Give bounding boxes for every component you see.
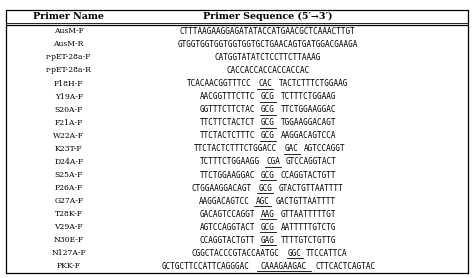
Text: N30E-F: N30E-F <box>54 236 84 244</box>
Text: TTCTTCTACTCT: TTCTTCTACTCT <box>200 118 255 127</box>
Text: Y19A-F: Y19A-F <box>55 93 83 101</box>
Text: GGC: GGC <box>288 249 301 258</box>
Text: TTCTGGAAGGAC: TTCTGGAAGGAC <box>200 170 255 180</box>
Text: CTGGAAGGACAGT: CTGGAAGGACAGT <box>192 183 252 193</box>
Text: AAGGACAGTCCA: AAGGACAGTCCA <box>281 131 336 140</box>
Text: V29A-F: V29A-F <box>55 223 83 231</box>
Text: G27A-F: G27A-F <box>54 197 83 205</box>
Text: GCTGCTTCCATTCAGGGAC: GCTGCTTCCATTCAGGGAC <box>162 262 250 271</box>
Text: AAGGACAGTCC: AAGGACAGTCC <box>199 197 250 206</box>
Text: CTTTAAGAAGGAGATATACCATGAACGCTCAAACTTGT: CTTTAAGAAGGAGATATACCATGAACGCTCAAACTTGT <box>180 27 356 36</box>
Text: GCG: GCG <box>261 92 275 101</box>
Text: AATTTTTGTCTG: AATTTTTGTCTG <box>281 223 336 232</box>
Text: AAG: AAG <box>261 210 275 219</box>
Text: TTTTGTCTGTTG: TTTTGTCTGTTG <box>281 236 336 245</box>
Text: K23T-F: K23T-F <box>55 145 82 153</box>
Text: S25A-F: S25A-F <box>55 171 83 179</box>
Text: CGA: CGA <box>266 157 280 167</box>
Text: TTCTACTCTTTCTGGACC: TTCTACTCTTTCTGGACC <box>194 144 277 153</box>
Text: N127A-F: N127A-F <box>51 249 86 257</box>
Text: GTTAATTTTTGT: GTTAATTTTTGT <box>281 210 336 219</box>
Text: GCG: GCG <box>261 131 275 140</box>
Text: F21A-F: F21A-F <box>55 119 83 127</box>
Text: F18H-F: F18H-F <box>54 80 83 88</box>
Text: CCAGGTACTGTT: CCAGGTACTGTT <box>200 236 255 245</box>
Text: CACCACCACCACCACCAC: CACCACCACCACCACCAC <box>226 66 310 75</box>
Text: GTACTGTTAATTTT: GTACTGTTAATTTT <box>279 183 343 193</box>
Text: TCACAACGGTTTCC: TCACAACGGTTTCC <box>187 79 252 88</box>
Text: W22A-F: W22A-F <box>53 132 84 140</box>
Text: GCG: GCG <box>261 170 275 180</box>
Text: Primer Name: Primer Name <box>33 12 104 21</box>
Text: GCG: GCG <box>258 183 272 193</box>
Text: AusM-F: AusM-F <box>54 27 84 35</box>
Text: GCG: GCG <box>261 105 275 114</box>
Text: TACTCTTTCTGGAAG: TACTCTTTCTGGAAG <box>279 79 348 88</box>
Text: CATGGTATATCTCCTTCTTAAAG: CATGGTATATCTCCTTCTTAAAG <box>215 53 321 62</box>
Text: AusM-R: AusM-R <box>54 40 84 48</box>
Text: r-pET-28a-R: r-pET-28a-R <box>46 66 91 75</box>
Text: AGTCCAGGTACT: AGTCCAGGTACT <box>200 223 255 232</box>
Text: r-pET-28a-F: r-pET-28a-F <box>46 53 91 61</box>
Text: AGC: AGC <box>255 197 269 206</box>
Text: TTCCATTCA: TTCCATTCA <box>306 249 348 258</box>
Text: Primer Sequence (5′→3′): Primer Sequence (5′→3′) <box>203 12 333 21</box>
Text: TTCTACTCTTTC: TTCTACTCTTTC <box>200 131 255 140</box>
Text: AGTCCAGGT: AGTCCAGGT <box>303 144 345 153</box>
Text: GGTTTCTTCTAC: GGTTTCTTCTAC <box>200 105 255 114</box>
Text: T28K-F: T28K-F <box>55 210 83 218</box>
Text: CAC: CAC <box>258 79 272 88</box>
Text: GTCCAGGTACT: GTCCAGGTACT <box>285 157 337 167</box>
Text: GCG: GCG <box>261 223 275 232</box>
Text: AACGGTTTCTTC: AACGGTTTCTTC <box>200 92 255 101</box>
Text: CCAGGTACTGTT: CCAGGTACTGTT <box>281 170 336 180</box>
Text: TTCTGGAAGGAC: TTCTGGAAGGAC <box>281 105 336 114</box>
Text: D24A-F: D24A-F <box>54 158 83 166</box>
Text: GAC: GAC <box>285 144 299 153</box>
Text: CAAAGAAGAC: CAAAGAAGAC <box>261 262 307 271</box>
Text: P26A-F: P26A-F <box>55 184 83 192</box>
Text: S20A-F: S20A-F <box>55 106 83 114</box>
Text: GTGGTGGTGGTGGTGGTGCTGAACAGTGATGGACGAAGA: GTGGTGGTGGTGGTGGTGCTGAACAGTGATGGACGAAGA <box>178 40 358 49</box>
Text: TGGAAGGACAGT: TGGAAGGACAGT <box>281 118 336 127</box>
Text: GCG: GCG <box>261 118 275 127</box>
Text: TCTTTCTGGAAGG: TCTTTCTGGAAGG <box>200 157 260 167</box>
Text: PKK-F: PKK-F <box>57 262 81 270</box>
Text: GACAGTCCAGGT: GACAGTCCAGGT <box>200 210 255 219</box>
Text: CGGCTACCCGTACCAATGC: CGGCTACCCGTACCAATGC <box>191 249 279 258</box>
Text: CTTCACTCAGTAC: CTTCACTCAGTAC <box>316 262 376 271</box>
Text: GACTGTTAATTTT: GACTGTTAATTTT <box>275 197 336 206</box>
Text: TCTTTCTGGAAG: TCTTTCTGGAAG <box>281 92 336 101</box>
Text: GAG: GAG <box>261 236 275 245</box>
